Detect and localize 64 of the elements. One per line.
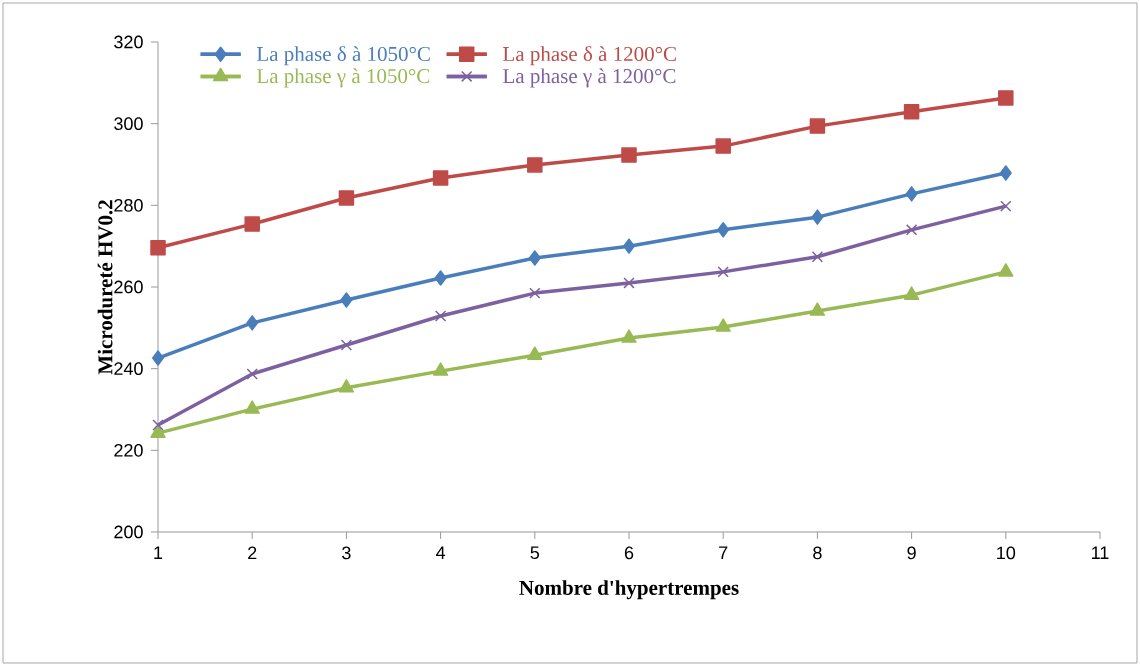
point (152, 350, 165, 366)
x-tick-label: 2 (248, 546, 257, 560)
point (338, 190, 355, 206)
point (717, 266, 729, 278)
point (244, 400, 260, 414)
point (999, 165, 1012, 181)
x-tick-label: 8 (813, 546, 822, 560)
y-tick-label: 320 (114, 35, 143, 49)
point (432, 170, 449, 186)
point (338, 379, 355, 393)
x-tick-label: 1 (154, 546, 163, 559)
point (432, 362, 449, 376)
point (809, 118, 826, 134)
point (715, 318, 731, 332)
x-tick-label: 10 (997, 546, 1016, 560)
point (715, 138, 731, 154)
legend-label: La phase γ à 1200°C (503, 68, 676, 88)
point (903, 286, 920, 300)
legend-label: La phase δ à 1200°C (503, 46, 676, 66)
point (811, 251, 824, 263)
point (623, 277, 635, 289)
point (528, 250, 541, 266)
x-tick-label: 5 (530, 546, 540, 560)
x-tick-label: 11 (1092, 546, 1109, 559)
point (340, 292, 353, 308)
point (340, 339, 353, 351)
x-tick-label: 4 (436, 546, 446, 559)
y-tick-label: 200 (114, 525, 143, 539)
x-tick-label: 7 (719, 546, 728, 559)
point (998, 90, 1014, 106)
y-axis-title: Microdureté HV0.2 (97, 200, 113, 375)
x-axis-title: Nombre d'hypertrempes (519, 580, 739, 600)
point (246, 368, 258, 380)
point (905, 224, 918, 236)
point (150, 424, 166, 438)
legend-label: La phase δ à 1050°C (256, 46, 430, 66)
point (903, 104, 920, 120)
point (621, 329, 637, 343)
point (621, 147, 637, 163)
x-tick-label: 6 (624, 546, 634, 560)
point (623, 238, 636, 254)
point (809, 302, 826, 316)
point (527, 157, 543, 173)
x-tick-label: 3 (342, 546, 351, 560)
y-tick-label: 240 (114, 362, 143, 376)
y-tick-label: 300 (114, 117, 143, 131)
y-tick-label: 220 (114, 443, 143, 457)
y-tick-label: 280 (114, 198, 143, 212)
point (434, 310, 447, 322)
point (717, 222, 730, 238)
point (244, 216, 260, 232)
point (527, 346, 543, 360)
point (811, 209, 824, 225)
point (150, 240, 166, 256)
point (434, 270, 447, 286)
legend-label: La phase γ à 1050°C (256, 68, 430, 88)
x-tick-label: 9 (907, 546, 916, 560)
point (998, 263, 1014, 277)
point (152, 419, 164, 431)
point (246, 315, 259, 331)
point (1000, 200, 1012, 212)
point (529, 287, 541, 299)
point (905, 186, 918, 202)
y-tick-label: 260 (114, 280, 143, 294)
